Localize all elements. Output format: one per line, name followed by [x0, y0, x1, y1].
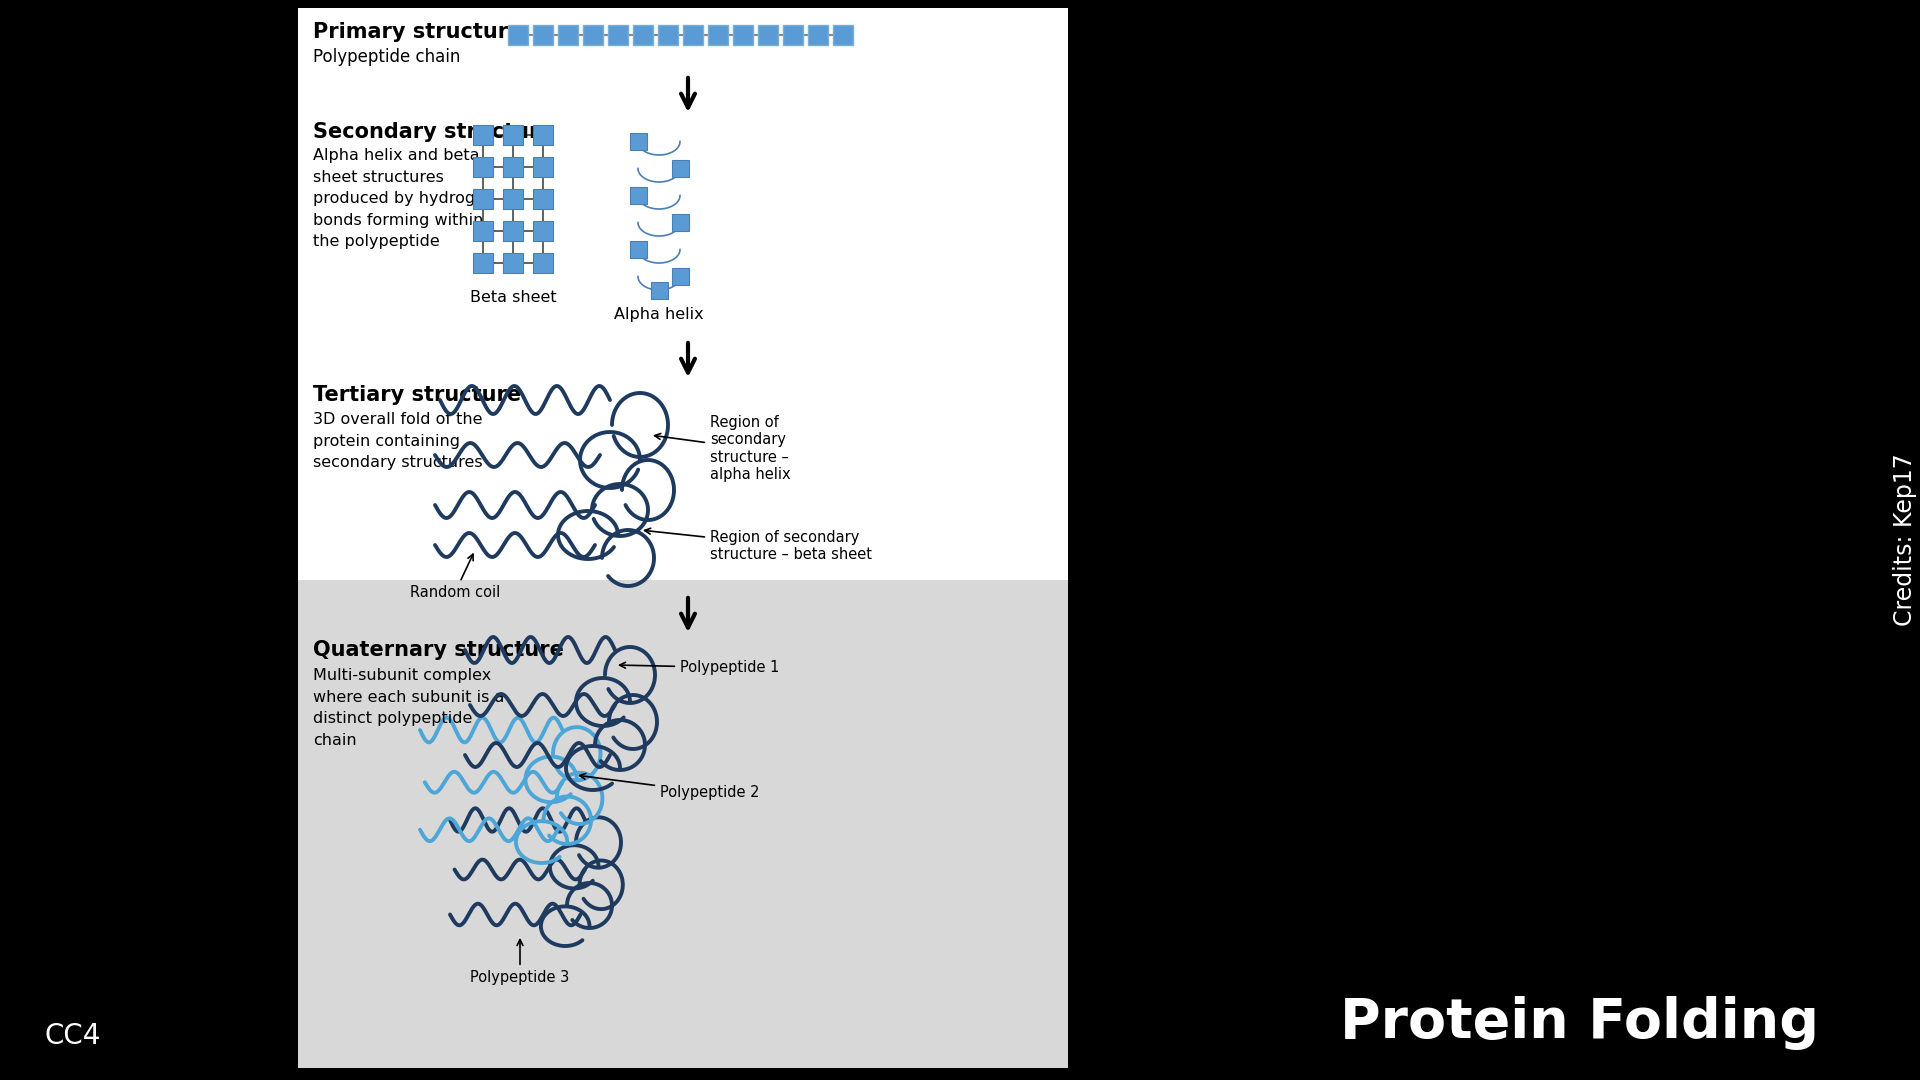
Bar — [609, 25, 628, 45]
Bar — [472, 189, 493, 210]
Text: Credits: Kep17: Credits: Kep17 — [1893, 454, 1916, 626]
Bar — [509, 25, 528, 45]
Bar — [503, 157, 522, 177]
Text: 3D overall fold of the
protein containing
secondary structures: 3D overall fold of the protein containin… — [313, 411, 482, 470]
Bar — [672, 268, 689, 285]
Text: Secondary structure: Secondary structure — [313, 122, 553, 141]
Bar — [503, 253, 522, 273]
Bar — [534, 221, 553, 241]
Bar — [559, 25, 578, 45]
Bar — [472, 125, 493, 145]
Text: CC4: CC4 — [44, 1022, 102, 1050]
Text: Polypeptide 2: Polypeptide 2 — [580, 773, 760, 800]
Text: Region of
secondary
structure –
alpha helix: Region of secondary structure – alpha he… — [655, 415, 791, 482]
Bar — [503, 125, 522, 145]
Bar — [503, 221, 522, 241]
Bar — [534, 125, 553, 145]
Bar — [534, 189, 553, 210]
Bar — [733, 25, 753, 45]
Bar — [630, 187, 647, 204]
Bar — [659, 25, 678, 45]
Bar — [298, 8, 1068, 580]
Bar — [630, 241, 647, 258]
Bar — [630, 133, 647, 150]
Text: Region of secondary
structure – beta sheet: Region of secondary structure – beta she… — [645, 528, 872, 563]
Text: Alpha helix: Alpha helix — [614, 307, 705, 322]
Bar — [472, 157, 493, 177]
Text: Primary structure: Primary structure — [313, 22, 522, 42]
Bar — [503, 189, 522, 210]
Bar — [708, 25, 728, 45]
Text: Alpha helix and beta
sheet structures
produced by hydrogen
bonds forming within
: Alpha helix and beta sheet structures pr… — [313, 148, 495, 249]
Bar — [584, 25, 603, 45]
Bar — [672, 160, 689, 177]
Bar — [783, 25, 803, 45]
Bar — [808, 25, 828, 45]
Bar — [833, 25, 852, 45]
Text: Beta sheet: Beta sheet — [470, 291, 557, 305]
Bar — [298, 580, 1068, 1068]
Bar — [534, 25, 553, 45]
Bar — [651, 282, 668, 298]
Text: Polypeptide 3: Polypeptide 3 — [470, 940, 570, 985]
Bar — [472, 253, 493, 273]
Text: Protein Folding: Protein Folding — [1340, 996, 1820, 1050]
Bar — [534, 157, 553, 177]
Text: Polypeptide chain: Polypeptide chain — [313, 48, 461, 66]
Text: Polypeptide 1: Polypeptide 1 — [620, 660, 780, 675]
Bar — [758, 25, 778, 45]
Bar — [472, 221, 493, 241]
Bar — [634, 25, 653, 45]
Text: Multi-subunit complex
where each subunit is a
distinct polypeptide
chain: Multi-subunit complex where each subunit… — [313, 669, 505, 747]
Text: Quaternary structure: Quaternary structure — [313, 640, 564, 660]
Bar — [534, 253, 553, 273]
Bar — [684, 25, 703, 45]
Bar — [672, 214, 689, 231]
Text: Random coil: Random coil — [409, 554, 499, 600]
Text: Tertiary structure: Tertiary structure — [313, 384, 520, 405]
